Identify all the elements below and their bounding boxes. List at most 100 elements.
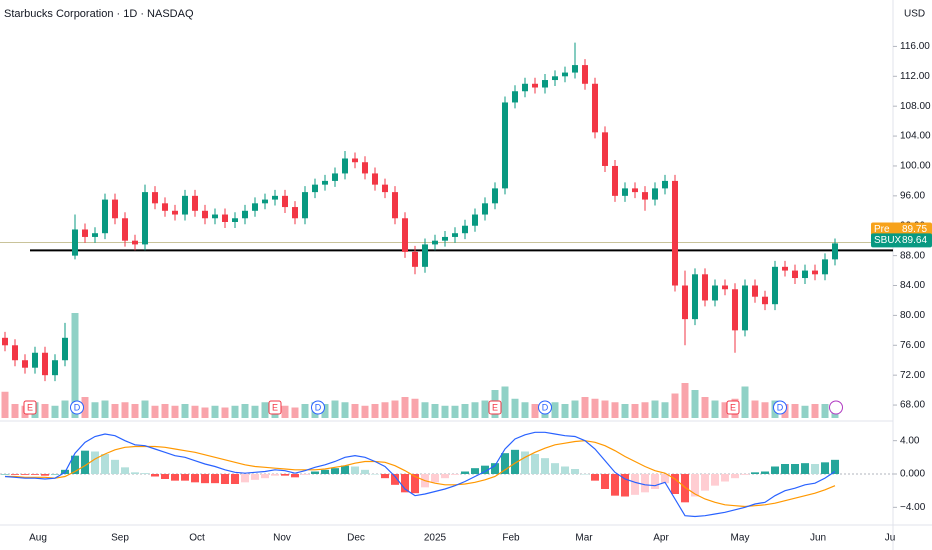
candle-body <box>542 80 548 88</box>
macd-histogram-bar <box>411 474 419 494</box>
macd-histogram-bar <box>741 474 749 475</box>
volume-bar <box>371 404 379 418</box>
macd-histogram-bar <box>771 466 779 474</box>
x-tick-label: Nov <box>273 533 291 544</box>
volume-bar <box>401 397 409 418</box>
macd-tick-label: 4.00 <box>900 435 920 446</box>
volume-bar <box>821 404 829 418</box>
candle-body <box>142 192 148 245</box>
volume-bar <box>791 404 799 418</box>
volume-bar <box>331 400 339 418</box>
macd-histogram-bar <box>181 474 189 481</box>
candle-body <box>412 251 418 267</box>
earnings-marker <box>488 400 502 415</box>
volume-bar <box>591 398 599 418</box>
macd-histogram-bar <box>601 474 609 489</box>
macd-histogram-bar <box>241 474 249 483</box>
volume-bar <box>581 397 589 418</box>
macd-histogram-bar <box>151 474 159 477</box>
macd-histogram-bar <box>721 474 729 482</box>
volume-bar <box>191 405 199 418</box>
candle-body <box>472 214 478 226</box>
candle-body <box>512 91 518 103</box>
volume-bar <box>641 402 649 418</box>
candle-body <box>772 266 778 305</box>
candle-body <box>292 207 298 219</box>
macd-histogram-bar <box>611 474 619 496</box>
candle-body <box>322 180 328 185</box>
volume-bar <box>651 400 659 418</box>
candle-body <box>252 203 258 211</box>
macd-histogram-bar <box>711 474 719 486</box>
candle-body <box>562 72 568 77</box>
macd-histogram-bar <box>311 471 319 474</box>
currency-label[interactable]: USD <box>904 9 925 20</box>
macd-histogram-bar <box>731 474 739 479</box>
macd-histogram-bar <box>91 451 99 474</box>
macd-histogram-bar <box>131 472 139 474</box>
dividend-marker <box>538 400 552 415</box>
volume-bar <box>521 402 529 418</box>
volume-bar <box>671 393 679 418</box>
macd-histogram-bar <box>11 474 19 475</box>
macd-histogram-bar <box>561 466 569 474</box>
candle-body <box>572 65 578 73</box>
macd-histogram-bar <box>141 473 149 474</box>
x-tick-label: Aug <box>29 533 47 544</box>
macd-histogram-bar <box>581 474 589 475</box>
candle-body <box>302 192 308 219</box>
macd-histogram-bar <box>781 464 789 474</box>
volume-bar <box>1 391 9 418</box>
x-tick-label: Mar <box>575 533 593 544</box>
macd-histogram-bar <box>1 474 9 475</box>
macd-line <box>4 431 836 518</box>
candle-body <box>452 233 458 237</box>
macd-histogram-bar <box>501 453 509 474</box>
x-tick-label: Oct <box>189 533 205 544</box>
macd-histogram-bar <box>661 474 669 484</box>
volume-bar <box>341 402 349 418</box>
volume-bar <box>201 407 209 418</box>
volume-bar <box>621 404 629 418</box>
macd-histogram-bar <box>71 455 79 474</box>
macd-histogram-bar <box>521 451 529 474</box>
x-tick-label: Dec <box>347 533 365 544</box>
x-tick-label: Jun <box>810 533 826 544</box>
macd-histogram-bar <box>571 469 579 474</box>
dividend-marker <box>311 400 325 415</box>
macd-histogram-bar <box>821 462 829 474</box>
event-label: D <box>74 402 81 412</box>
y-tick-label: 116.00 <box>900 41 930 52</box>
macd-histogram-bar <box>381 474 389 479</box>
dividend-marker <box>70 400 84 415</box>
macd-histogram-bar <box>111 459 119 474</box>
x-tick-label: Feb <box>502 533 520 544</box>
macd-histogram-bar <box>211 474 219 484</box>
volume-bar <box>171 405 179 418</box>
earnings-marker <box>726 400 740 415</box>
macd-histogram-bar <box>331 468 339 474</box>
macd-histogram-bar <box>551 463 559 474</box>
volume-bar <box>441 405 449 418</box>
macd-histogram-bar <box>281 474 289 476</box>
candle-body <box>612 165 618 196</box>
volume-bar <box>511 398 519 418</box>
macd-histogram-bar <box>801 463 809 474</box>
macd-histogram-bar <box>761 471 769 474</box>
candle-body <box>222 214 228 222</box>
event-label: D <box>315 402 322 412</box>
candle-body <box>492 188 498 204</box>
candle-body <box>22 360 28 368</box>
macd-histogram-bar <box>261 474 269 479</box>
candle-body <box>332 173 338 181</box>
candle-body <box>672 180 678 286</box>
candle-body <box>642 192 648 200</box>
candle-body <box>592 83 598 133</box>
candle-body <box>2 337 8 346</box>
volume-bar <box>381 402 389 418</box>
candle-body <box>732 289 738 331</box>
candle-body <box>122 218 128 241</box>
volume-bar <box>111 404 119 418</box>
candle-body <box>82 229 88 237</box>
candle-body <box>392 192 398 219</box>
